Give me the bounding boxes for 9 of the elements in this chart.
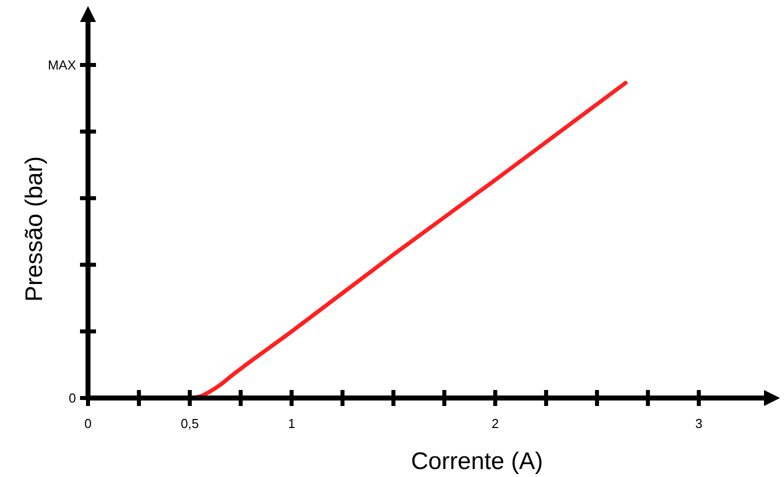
x-axis-title: Corrente (A) <box>410 448 544 475</box>
x-tick-label: 0,5 <box>180 416 199 431</box>
text: 0 <box>68 390 76 406</box>
text: MAX <box>48 58 76 73</box>
x-tick-label: 1 <box>288 416 296 431</box>
x-tick-label: 3 <box>695 416 702 431</box>
x-tick-label: 2 <box>492 416 499 431</box>
x-tick-label: 0 <box>84 416 92 431</box>
y-axis-title: Pressão (bar) <box>21 156 48 302</box>
